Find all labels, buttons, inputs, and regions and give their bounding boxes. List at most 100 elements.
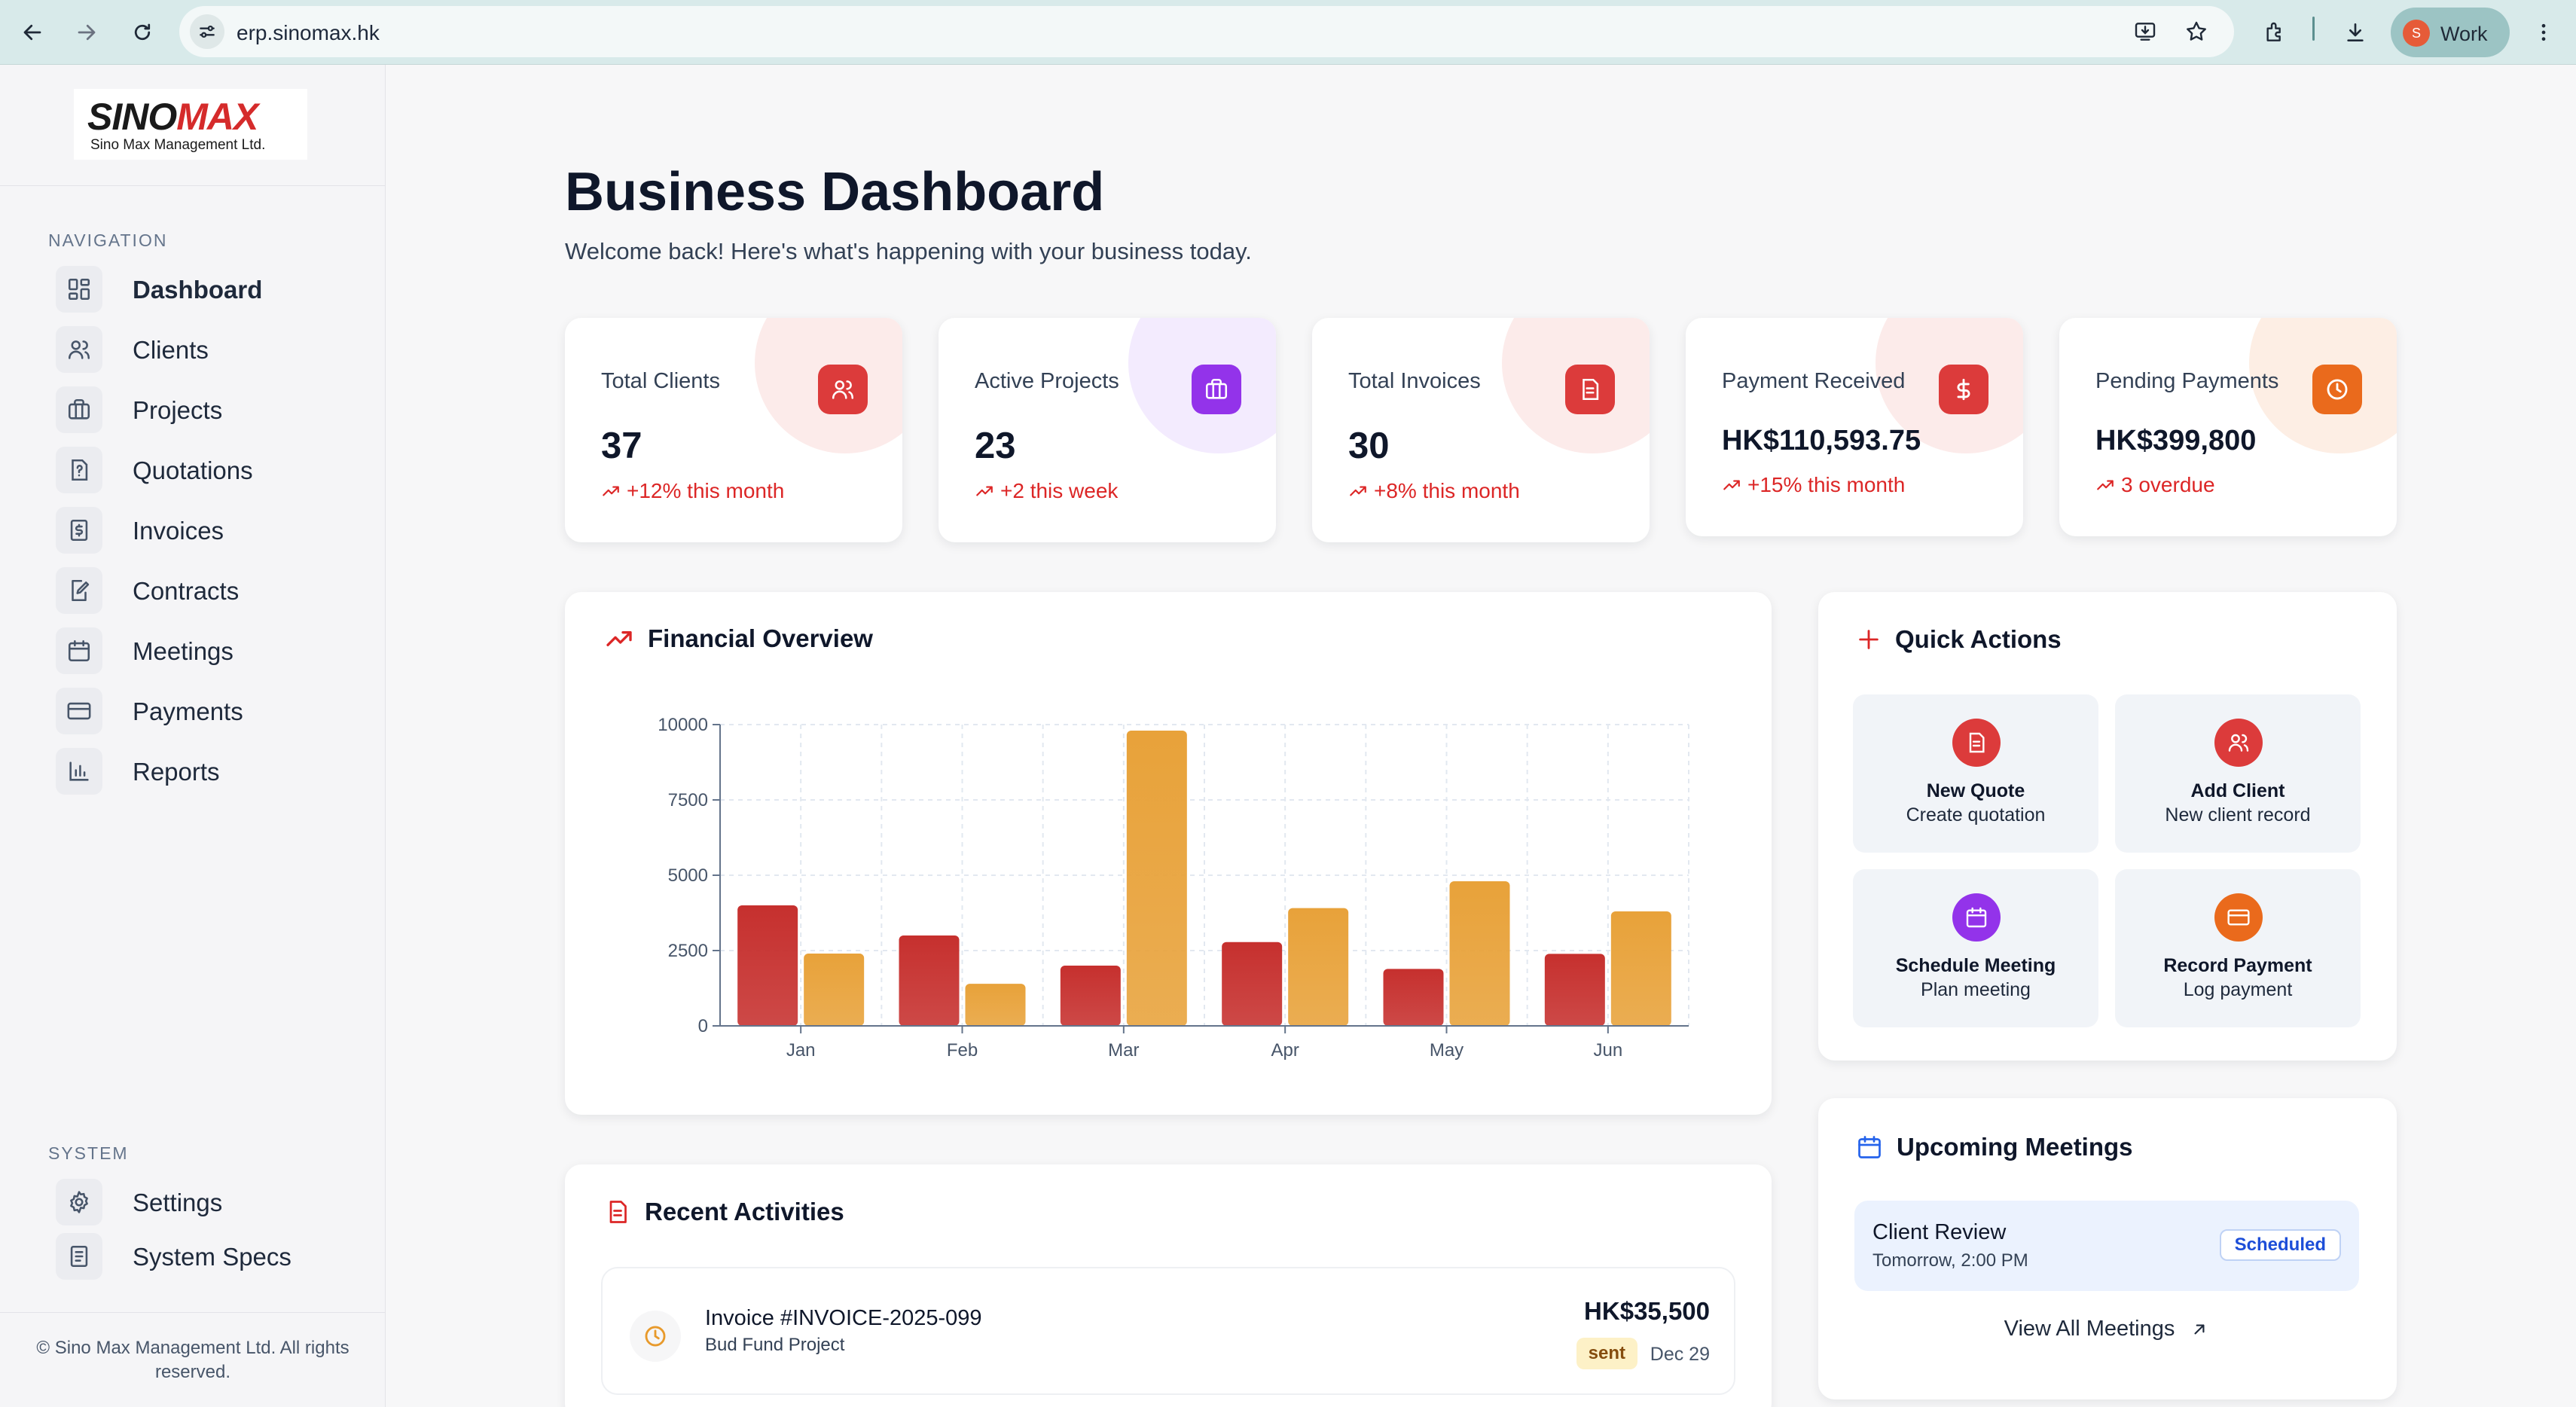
record-payment-button[interactable]: Record Payment Log payment [2115,869,2361,1027]
avatar: S [2403,20,2430,47]
meeting-item[interactable]: Client Review Tomorrow, 2:00 PM Schedule… [1854,1201,2359,1291]
nav-section-label: NAVIGATION [48,230,168,250]
sidebar-item-label: Projects [133,396,223,424]
trending-up-icon [1350,486,1366,496]
stat-value: HK$399,800 [2095,425,2257,456]
x-tick-label: Jan [786,1040,816,1061]
action-subtitle: Create quotation [1906,804,2046,826]
stat-card-pending-payments[interactable]: Pending Payments HK$399,800 3 overdue [2059,318,2397,536]
status-badge: Scheduled [2219,1229,2341,1261]
sidebar-item-reports[interactable]: Reports [53,744,369,797]
toolbar-separator [2312,17,2315,41]
schedule-meeting-button[interactable]: Schedule Meeting Plan meeting [1853,869,2098,1027]
company-logo[interactable]: SINOMAX Sino Max Management Ltd. [74,89,307,160]
bar-feb-series-2 [965,984,1026,1026]
briefcase-icon [1192,365,1241,414]
sidebar-item-label: Settings [133,1189,223,1216]
bar-feb-series-1 [899,935,960,1026]
stat-label: Total Invoices [1348,369,1481,393]
upcoming-meetings-panel: Upcoming Meetings Client Review Tomorrow… [1818,1098,2397,1399]
file-icon [1565,365,1615,414]
system-section-label: SYSTEM [48,1143,129,1163]
address-bar[interactable]: erp.sinomax.hk [179,6,2234,57]
financial-bar-chart: Jan Feb Mar Apr May Jun 0 2500 5000 7500 10000 [658,715,1689,1061]
arrow-left-icon [23,24,41,41]
activity-subtitle: Bud Fund Project [705,1335,845,1355]
sidebar-item-projects[interactable]: Projects [53,383,369,435]
add-client-button[interactable]: Add Client New client record [2115,694,2361,853]
stat-card-active-projects[interactable]: Active Projects 23 +2 this week [939,318,1276,542]
sidebar-item-label: Clients [133,336,209,364]
stat-label: Total Clients [601,369,720,393]
sidebar-item-meetings[interactable]: Meetings [53,624,369,676]
action-subtitle: New client record [2165,804,2311,826]
activity-item[interactable]: Invoice #INVOICE-2025-099 Bud Fund Proje… [601,1267,1735,1395]
stat-card-payment-received[interactable]: Payment Received HK$110,593.75 +15% this… [1686,318,2023,536]
sidebar: SINOMAX Sino Max Management Ltd. NAVIGAT… [0,65,386,1407]
stat-value: 23 [975,426,1016,466]
users-icon [56,326,102,373]
profile-name: Work [2440,23,2488,45]
bar-jun-series-1 [1544,954,1605,1026]
sidebar-item-invoices[interactable]: Invoices [53,503,369,556]
new-quote-button[interactable]: New Quote Create quotation [1853,694,2098,853]
panel-title: Financial Overview [604,624,873,654]
trending-up-icon [976,486,993,496]
status-badge: sent [1576,1338,1637,1369]
bookmark-star-icon[interactable] [2183,18,2210,45]
meeting-name: Client Review [1872,1220,2007,1244]
sidebar-item-dashboard[interactable]: Dashboard [53,262,369,315]
logo-wordmark: SINOMAX [87,96,258,138]
y-tick-label: 2500 [668,941,708,961]
reload-icon [134,23,151,41]
stat-trend: +15% this month [1722,473,1905,497]
stat-label: Active Projects [975,369,1119,393]
back-button[interactable] [14,14,51,51]
profile-button[interactable]: S Work [2391,8,2510,57]
sidebar-item-contracts[interactable]: Contracts [53,563,369,616]
stat-trend: +12% this month [601,479,784,503]
site-settings-icon[interactable] [190,14,224,49]
extensions-icon[interactable] [2256,14,2294,51]
stat-trend: +2 this week [975,479,1118,503]
stat-card-total-invoices[interactable]: Total Invoices 30 +8% this month [1312,318,1650,542]
file-dollar-icon [56,507,102,554]
install-app-icon[interactable] [2132,18,2159,45]
sidebar-item-label: Reports [133,758,220,786]
sidebar-item-settings[interactable]: Settings [53,1175,369,1228]
forward-button[interactable] [68,14,105,51]
sidebar-item-payments[interactable]: Payments [53,684,369,737]
kebab-menu-icon[interactable] [2525,14,2562,51]
activity-amount: HK$35,500 [1584,1297,1710,1325]
stat-label: Pending Payments [2095,369,2279,393]
sidebar-item-clients[interactable]: Clients [53,322,369,375]
sidebar-item-label: Dashboard [133,276,263,304]
stat-label: Payment Received [1722,369,1906,393]
clock-icon [630,1311,681,1362]
bar-mar-series-1 [1060,966,1121,1026]
view-all-meetings-link[interactable]: View All Meetings [1818,1317,2395,1341]
x-tick-label: Jun [1593,1040,1622,1061]
recent-activities-panel: Recent Activities Invoice #INVOICE-2025-… [565,1164,1772,1407]
sidebar-divider [0,185,386,186]
downloads-icon[interactable] [2336,14,2374,51]
arrow-up-right-icon [2194,1324,2205,1334]
bar-jan-series-2 [804,954,865,1026]
calendar-icon [1858,1136,1881,1158]
sidebar-divider [0,1312,386,1313]
sidebar-item-system-specs[interactable]: System Specs [53,1229,369,1282]
gear-icon [56,1179,102,1225]
sidebar-item-quotations[interactable]: Quotations [53,443,369,496]
stat-card-total-clients[interactable]: Total Clients 37 +12% this month [565,318,902,542]
plus-icon [1859,630,1879,649]
sidebar-item-label: System Specs [133,1243,291,1271]
stat-trend: 3 overdue [2095,473,2215,497]
url-text[interactable]: erp.sinomax.hk [237,21,380,44]
sidebar-item-label: Invoices [133,517,224,545]
action-subtitle: Plan meeting [1921,979,2031,1000]
bar-may-series-2 [1449,881,1510,1026]
sidebar-item-label: Payments [133,697,243,725]
bar-mar-series-2 [1126,731,1187,1026]
file-question-icon [56,447,102,493]
reload-button[interactable] [124,14,161,51]
